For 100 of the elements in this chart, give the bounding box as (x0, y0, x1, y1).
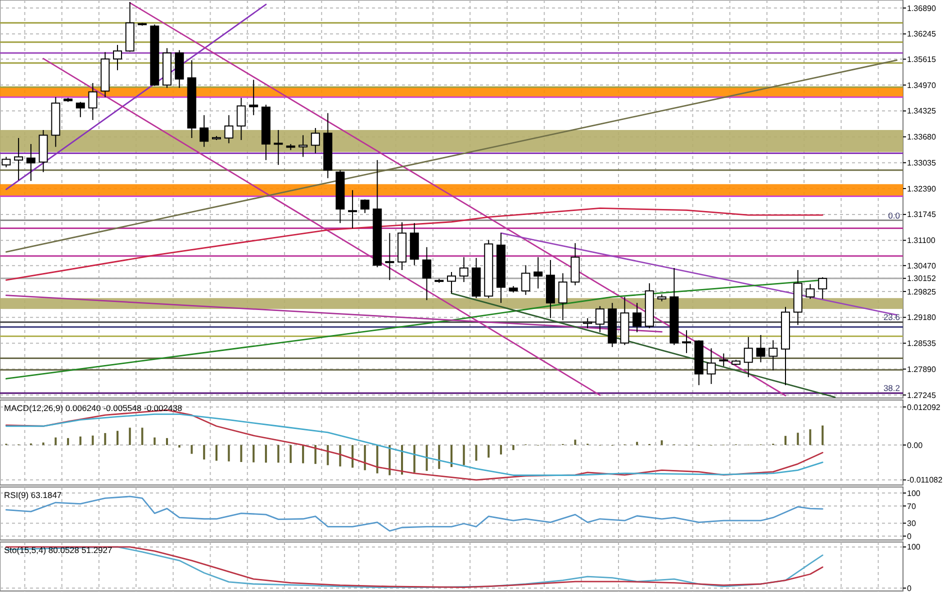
bar (450, 445, 452, 468)
candlestick (818, 276, 828, 300)
y-tick-label: 1.34970 (907, 80, 936, 90)
bar (475, 445, 478, 461)
candlestick (236, 97, 246, 141)
y-tick-label: 1.30470 (907, 261, 936, 270)
y-tick-label: 30 (907, 518, 916, 528)
candlestick (583, 318, 592, 329)
candlestick (14, 138, 24, 181)
candlestick (719, 352, 728, 367)
line-series (5, 546, 824, 588)
bar (240, 445, 242, 462)
bar (116, 430, 119, 446)
bar (128, 428, 131, 446)
bar (809, 429, 812, 446)
bar (426, 445, 428, 471)
bar (388, 445, 391, 476)
bar (339, 445, 342, 466)
y-tick-label: 1.35615 (907, 54, 936, 64)
bar (42, 442, 44, 446)
y-tick-label: 1.32390 (907, 184, 936, 194)
bar (92, 436, 94, 446)
candlestick (632, 302, 642, 333)
bar (54, 437, 57, 446)
y-tick-label: 100 (907, 542, 921, 552)
candlestick (521, 264, 530, 296)
candlestick (249, 79, 258, 116)
bar (364, 445, 366, 470)
bar (784, 436, 786, 446)
y-tick-label: 0 (907, 584, 912, 593)
y-tick-label: 1.34325 (907, 106, 936, 116)
candlestick (459, 256, 468, 283)
bar (574, 440, 576, 446)
bar (326, 445, 329, 466)
candlestick (756, 334, 766, 363)
bar (166, 438, 168, 446)
bar (228, 445, 230, 462)
candlestick (744, 336, 753, 378)
bar (822, 426, 824, 446)
line-series (5, 208, 824, 281)
candlestick (682, 330, 692, 354)
annotation: 38.2 (883, 383, 900, 394)
bar (290, 445, 292, 463)
candlestick (360, 198, 370, 214)
candlestick (768, 340, 778, 371)
y-tick-label: 1.36890 (907, 4, 936, 13)
bar (277, 445, 280, 463)
y-tick-label: -0.011082 (907, 476, 943, 485)
y-tick-label: 1.27890 (907, 364, 936, 374)
bar (352, 445, 354, 468)
annotation: 0.0 (888, 210, 900, 220)
bar (500, 445, 502, 454)
bar (79, 436, 82, 446)
bar (401, 445, 404, 475)
bar (154, 437, 156, 446)
bar (302, 445, 304, 464)
bar (215, 445, 218, 461)
candlestick (298, 134, 308, 158)
y-tick-label: 0 (907, 532, 912, 541)
y-tick-label: 1.31745 (907, 210, 936, 220)
bar (203, 445, 206, 460)
y-tick-label: 1.31100 (907, 236, 936, 246)
candlestick (558, 272, 568, 321)
candlestick (385, 232, 394, 281)
y-tick-label: 70 (907, 502, 916, 511)
candlestick (26, 144, 36, 182)
y-tick-label: 1.28535 (907, 339, 936, 348)
bar (796, 432, 799, 446)
bar (488, 445, 490, 458)
candlestick (88, 82, 98, 120)
y-tick-label: 1.36245 (907, 30, 936, 39)
bar (314, 445, 316, 464)
candlestick (310, 127, 320, 154)
y-tick-label: 1.29825 (907, 287, 936, 296)
bar (413, 445, 416, 473)
bar (252, 445, 255, 462)
bar (104, 433, 106, 446)
chart-title: RSI(9) 63.1847 (4, 490, 62, 500)
y-tick-label: 1.30152 (907, 274, 936, 284)
bar (660, 440, 663, 446)
y-tick-label: 0.012092 (907, 402, 941, 412)
y-tick-label: 0.00 (907, 440, 924, 450)
candlestick (76, 101, 85, 118)
candlestick (447, 272, 456, 294)
bar (178, 445, 180, 448)
y-tick-label: 100 (907, 488, 921, 498)
candlestick (113, 44, 122, 71)
bar (438, 445, 440, 469)
y-tick-label: 1.29180 (907, 313, 936, 322)
y-tick-label: 1.33035 (907, 158, 936, 168)
bar (376, 445, 378, 474)
chart-title: MACD(12,26,9) 0.006240 -0.005548 -0.002438 (4, 403, 182, 413)
candlestick (422, 246, 432, 301)
candlestick (806, 284, 815, 300)
y-tick-label: 1.27245 (907, 390, 936, 400)
candlestick (274, 129, 283, 166)
bar (512, 445, 514, 450)
candlestick (348, 190, 358, 229)
candlestick (224, 114, 234, 144)
annotation: 23.6 (883, 312, 900, 322)
